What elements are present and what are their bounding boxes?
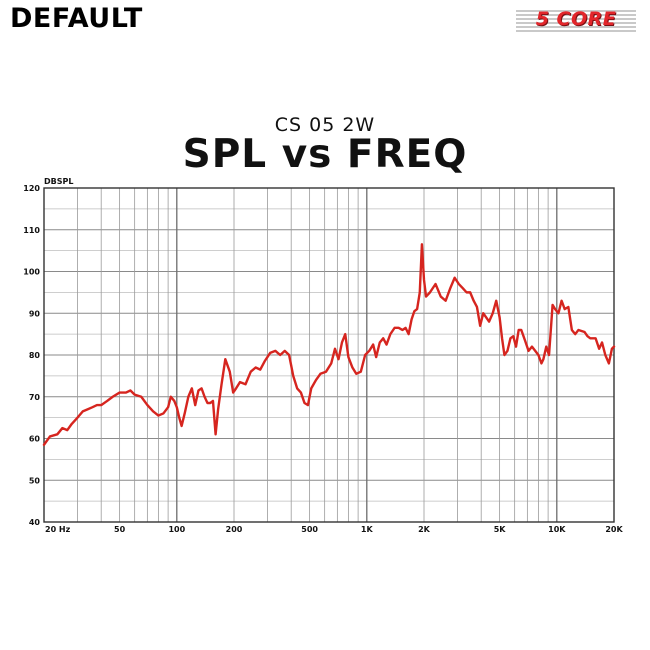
logo-stripes	[516, 10, 636, 32]
y-tick-label: 100	[23, 268, 40, 277]
y-tick-label: 60	[29, 435, 41, 444]
y-tick-label: 80	[29, 351, 41, 360]
y-tick-label: 120	[23, 184, 40, 193]
x-tick-label: 2K	[418, 525, 431, 534]
plot-border	[43, 187, 615, 523]
y-tick-label: 70	[29, 393, 41, 402]
y-axis-title: DBSPL	[44, 177, 73, 186]
brand-logo: 5 CORE	[516, 8, 636, 32]
x-tick-label: 50	[114, 525, 126, 534]
y-tick-label: 40	[29, 518, 41, 527]
x-tick-label: 100	[168, 525, 185, 534]
x-tick-label: 10K	[548, 525, 566, 534]
spl-response-line	[42, 243, 616, 446]
x-axis-labels: 20 Hz 50 100 200 500 1K 2K 5K 10K 20K	[45, 525, 623, 534]
x-tick-label: 1K	[361, 525, 374, 534]
chart-frame	[43, 187, 615, 523]
chart-title: SPL vs FREQ	[182, 132, 468, 177]
chart-subtitle: CS 05 2W	[274, 114, 376, 136]
y-tick-label: 90	[29, 309, 41, 318]
corner-label: DEFAULT	[10, 3, 143, 34]
y-tick-label: 110	[23, 226, 40, 235]
chart-series	[42, 243, 616, 446]
x-tick-label: 200	[226, 525, 243, 534]
x-tick-label: 5K	[494, 525, 507, 534]
y-tick-label: 50	[29, 476, 41, 485]
x-tick-label: 20K	[605, 525, 623, 534]
logo-text: 5 CORE	[535, 8, 617, 30]
chart-grid	[43, 187, 615, 523]
y-axis-labels: 40 50 60 70 80 90 100 110 120	[23, 184, 40, 527]
x-tick-label: 500	[301, 525, 318, 534]
x-tick-label: 20 Hz	[45, 525, 71, 534]
